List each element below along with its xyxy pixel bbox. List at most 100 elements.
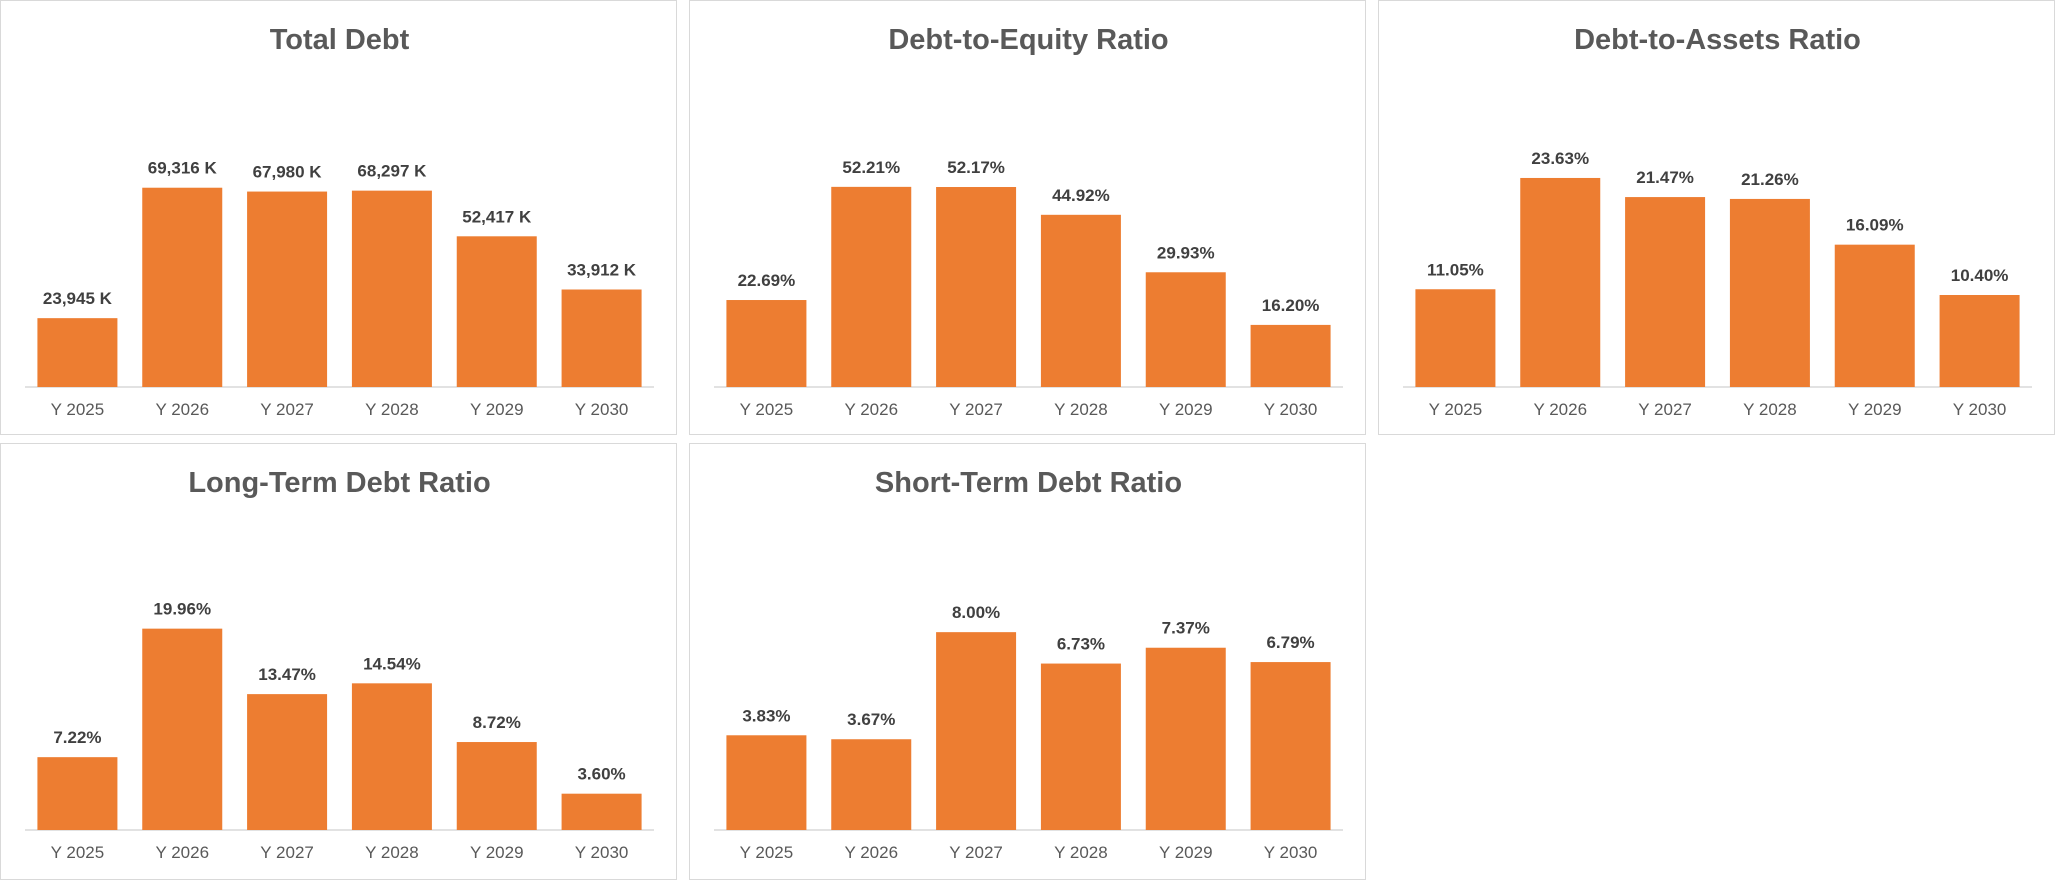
bar [831, 186, 912, 387]
bar [1250, 662, 1331, 830]
bar [936, 187, 1017, 387]
x-tick-label: Y 2028 [1054, 843, 1108, 862]
bar [247, 191, 328, 387]
x-tick-label: Y 2027 [949, 843, 1003, 862]
data-label: 52.21% [842, 158, 900, 177]
x-tick-label: Y 2030 [1264, 843, 1318, 862]
x-tick-label: Y 2027 [260, 400, 314, 419]
data-label: 52,417 K [462, 207, 532, 226]
data-label: 7.37% [1162, 619, 1210, 638]
x-tick-label: Y 2027 [949, 400, 1003, 419]
x-tick-label: Y 2026 [844, 400, 898, 419]
bar [456, 236, 537, 387]
data-label: 19.96% [153, 600, 211, 619]
x-tick-label: Y 2025 [51, 843, 105, 862]
bar [936, 632, 1017, 830]
bar [351, 190, 432, 387]
data-label: 8.00% [952, 603, 1000, 622]
data-label: 21.26% [1741, 170, 1799, 189]
bar [142, 187, 223, 387]
data-label: 44.92% [1052, 186, 1110, 205]
x-tick-label: Y 2025 [1429, 400, 1483, 419]
bar [247, 694, 328, 830]
data-label: 7.22% [53, 728, 101, 747]
bar [1040, 214, 1121, 387]
x-tick-label: Y 2027 [260, 843, 314, 862]
bar [37, 318, 118, 387]
chart-short-term-debt: Short-Term Debt Ratio 3.83% Y 2025 3.67% Y 2… [714, 467, 1343, 862]
x-tick-label: Y 2028 [1054, 400, 1108, 419]
x-tick-label: Y 2026 [155, 843, 209, 862]
x-tick-label: Y 2028 [365, 843, 419, 862]
bar [37, 757, 118, 830]
data-label: 10.40% [1951, 266, 2009, 285]
bar [1145, 647, 1226, 830]
chart-debt-to-assets: Debt-to-Assets Ratio 11.05% Y 2025 23.63% Y … [1403, 24, 2032, 419]
data-label: 8.72% [473, 713, 521, 732]
chart-panel-long-term-debt: Long-Term Debt Ratio 7.22% Y 2025 19.96% Y 2… [0, 443, 677, 880]
data-label: 13.47% [258, 665, 316, 684]
data-label: 23,945 K [43, 289, 113, 308]
x-tick-label: Y 2026 [844, 843, 898, 862]
chart-panel-debt-to-assets: Debt-to-Assets Ratio 11.05% Y 2025 23.63% Y … [1378, 0, 2055, 435]
data-label: 67,980 K [253, 163, 323, 182]
chart-title: Debt-to-Assets Ratio [1574, 24, 1861, 56]
x-tick-label: Y 2030 [1264, 400, 1318, 419]
chart-title: Total Debt [270, 24, 410, 56]
x-tick-label: Y 2029 [1848, 400, 1902, 419]
chart-panel-total-debt: Total Debt 23,945 K Y 2025 69,316 K Y 2026 67… [0, 0, 677, 435]
x-tick-label: Y 2027 [1638, 400, 1692, 419]
bar [142, 628, 223, 830]
data-label: 33,912 K [567, 261, 637, 280]
chart-panel-debt-to-equity: Debt-to-Equity Ratio 22.69% Y 2025 52.21% Y … [689, 0, 1366, 435]
data-label: 3.83% [742, 706, 790, 725]
data-label: 16.09% [1846, 216, 1904, 235]
x-tick-label: Y 2030 [575, 400, 629, 419]
data-label: 29.93% [1157, 243, 1215, 262]
data-label: 3.67% [847, 710, 895, 729]
x-tick-label: Y 2025 [51, 400, 105, 419]
data-label: 23.63% [1531, 149, 1589, 168]
x-tick-label: Y 2029 [1159, 400, 1213, 419]
bar [1729, 198, 1810, 387]
data-label: 69,316 K [148, 159, 218, 178]
data-label: 52.17% [947, 158, 1005, 177]
chart-title: Short-Term Debt Ratio [875, 467, 1182, 499]
chart-panel-short-term-debt: Short-Term Debt Ratio 3.83% Y 2025 3.67% Y 2… [689, 443, 1366, 880]
x-tick-label: Y 2029 [470, 843, 524, 862]
chart-title: Debt-to-Equity Ratio [888, 24, 1168, 56]
x-tick-label: Y 2025 [740, 843, 794, 862]
x-tick-label: Y 2028 [365, 400, 419, 419]
x-tick-label: Y 2030 [1953, 400, 2007, 419]
x-tick-label: Y 2026 [1533, 400, 1587, 419]
chart-long-term-debt: Long-Term Debt Ratio 7.22% Y 2025 19.96% Y 2… [25, 467, 654, 862]
chart-title: Long-Term Debt Ratio [188, 467, 490, 499]
x-tick-label: Y 2026 [155, 400, 209, 419]
bar [1145, 272, 1226, 387]
data-label: 16.20% [1262, 296, 1320, 315]
x-tick-label: Y 2029 [470, 400, 524, 419]
data-label: 14.54% [363, 654, 421, 673]
bar [1625, 197, 1706, 387]
x-tick-label: Y 2030 [575, 843, 629, 862]
bar [1415, 289, 1496, 387]
data-label: 6.79% [1266, 633, 1314, 652]
x-tick-label: Y 2028 [1743, 400, 1797, 419]
x-tick-label: Y 2029 [1159, 843, 1213, 862]
bar [1939, 295, 2020, 387]
chart-debt-to-equity: Debt-to-Equity Ratio 22.69% Y 2025 52.21% Y … [714, 24, 1343, 419]
bar [1250, 324, 1331, 387]
data-label: 3.60% [577, 765, 625, 784]
data-label: 68,297 K [357, 162, 427, 181]
data-label: 11.05% [1427, 260, 1484, 279]
bar [561, 793, 642, 830]
bar [1520, 177, 1601, 387]
bar [1040, 663, 1121, 830]
data-label: 22.69% [738, 271, 796, 290]
bar [561, 289, 642, 387]
bar [351, 683, 432, 830]
bar [456, 742, 537, 830]
data-label: 21.47% [1636, 168, 1694, 187]
data-label: 6.73% [1057, 635, 1105, 654]
x-tick-label: Y 2025 [740, 400, 794, 419]
